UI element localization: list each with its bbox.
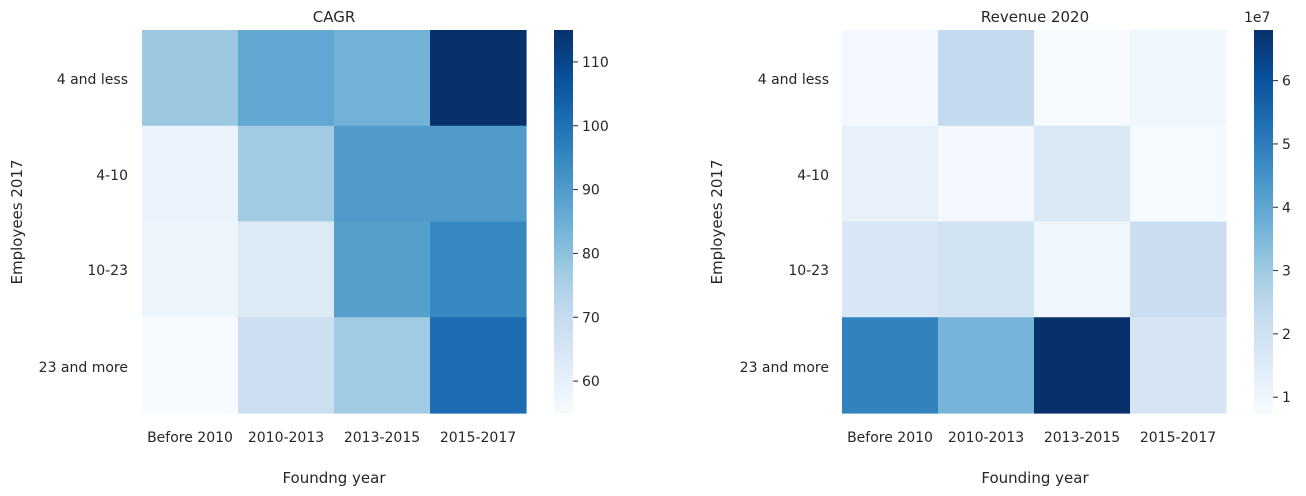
cagr-heatmap: CAGR Before 2010 2010-2013 2013-2015 201… [8, 8, 609, 487]
x-tick-labels: Before 2010 2010-2013 2013-2015 2015-201… [847, 430, 1216, 446]
colorbar-tick-label: 5 [1282, 137, 1291, 153]
heatmap-cell [142, 317, 239, 414]
y-tick-label: 4 and less [758, 72, 829, 88]
colorbar-tick-label: 6 [1282, 74, 1291, 90]
heatmap-cell [430, 317, 527, 414]
heatmap-cells [842, 30, 1227, 414]
heatmap-cell [238, 317, 335, 414]
heatmap-cell [430, 125, 527, 223]
colorbar-tick-label: 2 [1282, 327, 1291, 343]
x-tick-label: 2013-2015 [344, 430, 420, 446]
heatmap-cell [430, 30, 527, 127]
colorbar: 1 2 3 4 5 6 1e7 [1244, 10, 1291, 413]
x-tick-labels: Before 2010 2010-2013 2013-2015 2015-201… [147, 430, 516, 446]
heatmap-cell [1034, 221, 1131, 318]
heatmap-cells [142, 30, 527, 414]
colorbar-ticks: 60 70 80 90 100 110 [573, 55, 609, 390]
heatmap-cell [938, 125, 1035, 223]
colorbar-tick-label: 90 [582, 183, 600, 199]
x-tick-label: 2015-2017 [440, 430, 516, 446]
colorbar-tick-label: 60 [582, 374, 600, 390]
heatmap-cell [238, 221, 335, 318]
colorbar-tick-label: 70 [582, 310, 600, 326]
y-tick-label: 4-10 [797, 168, 829, 184]
y-tick-label: 23 and more [740, 360, 829, 376]
y-tick-label: 4-10 [96, 168, 128, 184]
y-tick-label: 23 and more [39, 360, 128, 376]
chart-title: CAGR [313, 8, 356, 26]
heatmap-cell [142, 125, 239, 223]
heatmap-cell [238, 30, 335, 127]
heatmap-cell [1034, 317, 1131, 414]
y-tick-label: 10-23 [87, 263, 128, 279]
y-axis-label: Employees 2017 [708, 159, 726, 284]
x-tick-label: 2010-2013 [948, 430, 1024, 446]
colorbar-gradient [1254, 30, 1273, 413]
heatmap-cell [142, 221, 239, 318]
heatmap-cell [1130, 317, 1227, 414]
heatmap-cell [1130, 125, 1227, 223]
x-tick-label: Before 2010 [147, 430, 233, 446]
colorbar-tick-label: 110 [582, 55, 609, 71]
heatmap-cell [842, 30, 939, 127]
heatmap-cell [842, 125, 939, 223]
y-tick-labels: 4 and less 4-10 10-23 23 and more [39, 72, 128, 376]
heatmap-cell [1130, 221, 1227, 318]
x-axis-label: Foundng year [282, 469, 386, 487]
heatmap-cell [938, 221, 1035, 318]
y-tick-label: 10-23 [788, 263, 829, 279]
heatmap-cell [334, 30, 431, 127]
y-axis-label: Employees 2017 [8, 159, 26, 284]
colorbar-tick-label: 4 [1282, 200, 1291, 216]
heatmap-cell [1034, 125, 1131, 223]
revenue-heatmap: Revenue 2020 Before 2010 2010-2013 2013-… [708, 8, 1291, 487]
heatmap-cell [334, 125, 431, 223]
colorbar-tick-label: 3 [1282, 264, 1291, 280]
heatmap-cell [334, 221, 431, 318]
colorbar-offset-label: 1e7 [1244, 10, 1270, 26]
colorbar-tick-label: 80 [582, 246, 600, 262]
y-tick-labels: 4 and less 4-10 10-23 23 and more [740, 72, 829, 376]
heatmap-cell [334, 317, 431, 414]
heatmap-cell [938, 30, 1035, 127]
heatmap-cell [1034, 30, 1131, 127]
heatmap-cell [842, 221, 939, 318]
x-tick-label: Before 2010 [847, 430, 933, 446]
heatmap-cell [938, 317, 1035, 414]
heatmap-cell [1130, 30, 1227, 127]
colorbar: 60 70 80 90 100 110 [554, 30, 609, 413]
x-tick-label: 2010-2013 [248, 430, 324, 446]
x-tick-label: 2013-2015 [1044, 430, 1120, 446]
heatmap-cell [238, 125, 335, 223]
colorbar-gradient [554, 30, 573, 413]
colorbar-tick-label: 1 [1282, 390, 1291, 406]
x-axis-label: Founding year [981, 469, 1089, 487]
chart-title: Revenue 2020 [981, 8, 1089, 26]
colorbar-ticks: 1 2 3 4 5 6 [1273, 74, 1291, 406]
heatmap-cell [842, 317, 939, 414]
heatmap-cell [142, 30, 239, 127]
x-tick-label: 2015-2017 [1140, 430, 1216, 446]
colorbar-tick-label: 100 [582, 119, 609, 135]
y-tick-label: 4 and less [57, 72, 128, 88]
heatmap-cell [430, 221, 527, 318]
